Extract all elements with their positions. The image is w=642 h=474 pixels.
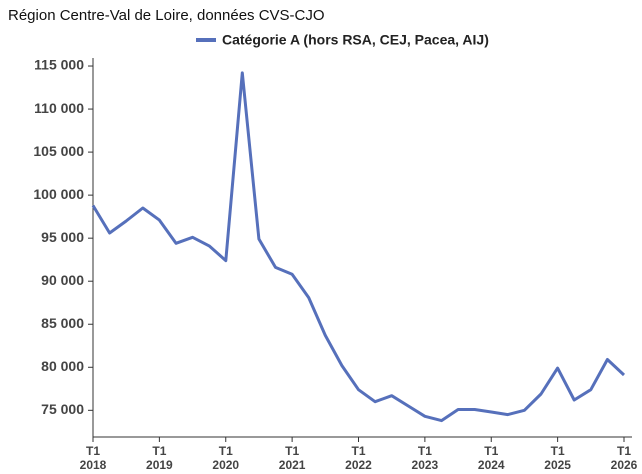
x-tick-label: T1 2026 bbox=[610, 444, 638, 472]
y-tick-label: 100 000 bbox=[33, 186, 84, 202]
x-tick-label: T1 2019 bbox=[146, 444, 173, 472]
chart-title: Région Centre-Val de Loire, données CVS-… bbox=[8, 7, 325, 24]
legend-label: Catégorie A (hors RSA, CEJ, Pacea, AIJ) bbox=[222, 32, 489, 48]
x-tick-label: T1 2020 bbox=[212, 444, 240, 472]
series-line bbox=[91, 71, 626, 423]
x-tick-label: T1 2022 bbox=[345, 444, 372, 472]
x-tick-label: T1 2024 bbox=[477, 444, 505, 472]
x-tick-label: T1 2025 bbox=[544, 444, 571, 472]
x-tick-label: T1 2023 bbox=[411, 444, 439, 472]
y-tick-label: 115 000 bbox=[34, 57, 84, 73]
y-tick-label: 90 000 bbox=[41, 272, 84, 288]
y-tick-label: 85 000 bbox=[41, 315, 84, 331]
x-tick-label: T1 2018 bbox=[79, 444, 107, 472]
y-tick-label: 75 000 bbox=[41, 401, 84, 417]
y-tick-label: 80 000 bbox=[41, 358, 84, 374]
y-tick-label: 105 000 bbox=[33, 143, 84, 159]
y-tick-label: 110 000 bbox=[34, 100, 84, 116]
x-tick-label: T1 2021 bbox=[278, 444, 306, 472]
y-tick-label: 95 000 bbox=[41, 229, 84, 245]
